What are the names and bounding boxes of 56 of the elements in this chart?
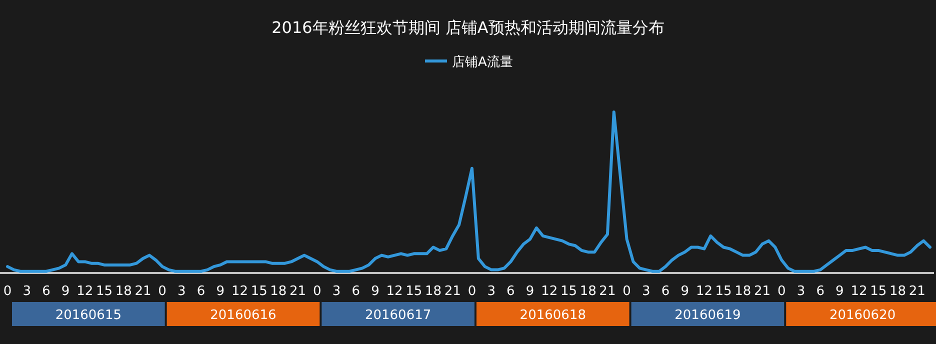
x-tick-label: 6 <box>42 284 50 299</box>
date-block: 20160620 <box>786 302 936 326</box>
x-tick-label: 15 <box>870 284 887 299</box>
x-tick-label: 0 <box>468 284 476 299</box>
date-block: 20160619 <box>631 302 784 326</box>
date-block: 20160617 <box>322 302 474 326</box>
legend-label: 店铺A流量 <box>452 54 513 70</box>
x-tick-label: 0 <box>158 284 166 299</box>
x-tick-label: 18 <box>580 284 596 299</box>
x-tick-label: 21 <box>754 284 771 299</box>
x-tick-label: 0 <box>3 284 12 299</box>
x-tick-label: 12 <box>541 284 558 299</box>
x-tick-label: 9 <box>216 284 225 299</box>
x-tick-label: 3 <box>642 284 650 299</box>
x-tick-label: 3 <box>796 284 806 299</box>
x-tick-label: 12 <box>696 284 712 299</box>
x-tick-label: 3 <box>178 284 186 299</box>
date-block: 20160616 <box>166 302 320 326</box>
x-tick-label: 9 <box>371 284 380 299</box>
x-tick-label: 21 <box>908 284 926 299</box>
x-tick-label: 12 <box>850 284 868 299</box>
date-block: 20160615 <box>12 302 165 326</box>
x-tick-label: 3 <box>332 284 341 299</box>
x-tick-label: 15 <box>560 284 578 299</box>
date-block: 20160618 <box>476 302 630 326</box>
x-tick-label: 15 <box>96 284 113 299</box>
x-tick-label: 9 <box>61 284 70 299</box>
x-tick-label: 18 <box>115 284 132 299</box>
x-tick-label: 3 <box>22 284 31 299</box>
x-tick-label: 6 <box>352 284 360 299</box>
x-tick-label: 6 <box>816 284 824 299</box>
x-tick-label: 21 <box>290 284 306 299</box>
x-tick-label: 21 <box>444 284 461 299</box>
x-tick-label: 18 <box>734 284 752 299</box>
x-tick-label: 15 <box>406 284 422 299</box>
x-tick-label: 12 <box>231 284 248 299</box>
x-tick-label: 6 <box>506 284 515 299</box>
x-tick-label: 9 <box>836 284 844 299</box>
x-tick-label: 15 <box>715 284 732 299</box>
x-tick-label: 18 <box>424 284 442 299</box>
chart-title: 2016年粉丝狂欢节期间 店铺A预热和活动期间流量分布 <box>272 18 664 37</box>
x-tick-label: 15 <box>250 284 268 299</box>
x-tick-label: 21 <box>134 284 152 299</box>
x-tick-label: 3 <box>487 284 496 299</box>
x-tick-label: 12 <box>386 284 403 299</box>
x-tick-label: 18 <box>889 284 906 299</box>
x-tick-label: 0 <box>777 284 786 299</box>
x-tick-label: 12 <box>76 284 94 299</box>
x-tick-label: 0 <box>313 284 322 299</box>
x-tick-label: 6 <box>661 284 670 299</box>
x-tick-label: 21 <box>599 284 616 299</box>
x-tick-label: 9 <box>680 284 689 299</box>
x-tick-label: 9 <box>526 284 534 299</box>
x-tick-label: 6 <box>196 284 206 299</box>
x-tick-label: 18 <box>270 284 287 299</box>
x-tick-label: 0 <box>622 284 631 299</box>
